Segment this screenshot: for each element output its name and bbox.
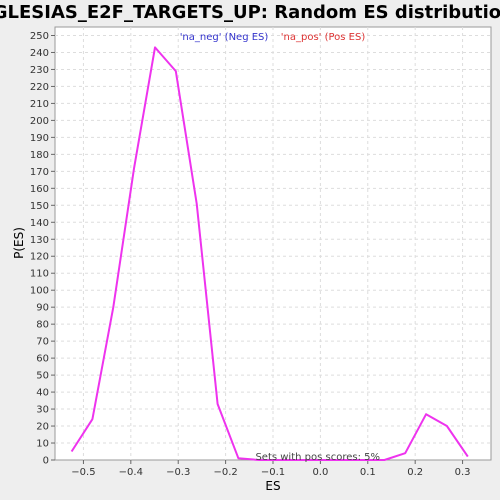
x-tick-label: −0.5 [71, 467, 95, 478]
y-axis: 0 10 20 30 40 50 60 70 80 90 100 110 120 130 140 150 160… [30, 31, 55, 467]
legend: 'na_neg' (Neg ES) 'na_pos' (Pos ES) [180, 32, 366, 43]
y-tick-label: 30 [36, 405, 49, 416]
legend-entry-1: 'na_pos' (Pos ES) [281, 32, 366, 43]
y-tick-label: 180 [30, 150, 49, 161]
y-axis-label: P(ES) [12, 227, 26, 259]
series-layer [70, 46, 469, 461]
y-tick-label: 40 [36, 388, 49, 399]
y-tick-label: 60 [36, 354, 49, 365]
y-tick-label: 80 [36, 320, 49, 331]
x-tick-label: 0.1 [360, 467, 376, 478]
y-tick-label: 190 [30, 133, 49, 144]
y-tick-label: 210 [30, 99, 49, 110]
y-tick-label: 250 [30, 31, 49, 42]
y-tick-label: 0 [43, 456, 49, 467]
y-tick-label: 120 [30, 252, 49, 263]
x-tick-label: −0.2 [213, 467, 237, 478]
x-tick-label: 0.2 [407, 467, 423, 478]
y-tick-label: 150 [30, 201, 49, 212]
legend-entry-0: 'na_neg' (Neg ES) [180, 32, 269, 43]
y-tick-label: 20 [36, 422, 49, 433]
y-tick-label: 170 [30, 167, 49, 178]
x-tick-label: −0.3 [166, 467, 190, 478]
y-tick-label: 160 [30, 184, 49, 195]
y-tick-label: 110 [30, 269, 49, 280]
series-line-0 [70, 46, 469, 461]
y-tick-label: 140 [30, 218, 49, 229]
x-tick-label: 0.3 [455, 467, 471, 478]
x-tick-label: −0.1 [261, 467, 285, 478]
y-tick-label: 50 [36, 371, 49, 382]
x-tick-label: 0.0 [312, 467, 328, 478]
y-tick-label: 130 [30, 235, 49, 246]
y-tick-label: 10 [36, 439, 49, 450]
chart-title: IGLESIAS_E2F_TARGETS_UP: Random ES distr… [0, 2, 500, 23]
x-axis: −0.5 −0.4 −0.3 −0.2 −0.1 0.0 0.1 0.2 0.3 [71, 460, 471, 478]
x-axis-label: ES [265, 479, 280, 493]
y-tick-label: 230 [30, 65, 49, 76]
y-tick-label: 100 [30, 286, 49, 297]
x-tick-label: −0.4 [119, 467, 143, 478]
y-tick-label: 200 [30, 116, 49, 127]
y-tick-label: 240 [30, 48, 49, 59]
y-tick-label: 220 [30, 82, 49, 93]
y-tick-label: 90 [36, 303, 49, 314]
annotation-text: Sets with pos scores: 5% [255, 452, 380, 463]
y-tick-label: 70 [36, 337, 49, 348]
